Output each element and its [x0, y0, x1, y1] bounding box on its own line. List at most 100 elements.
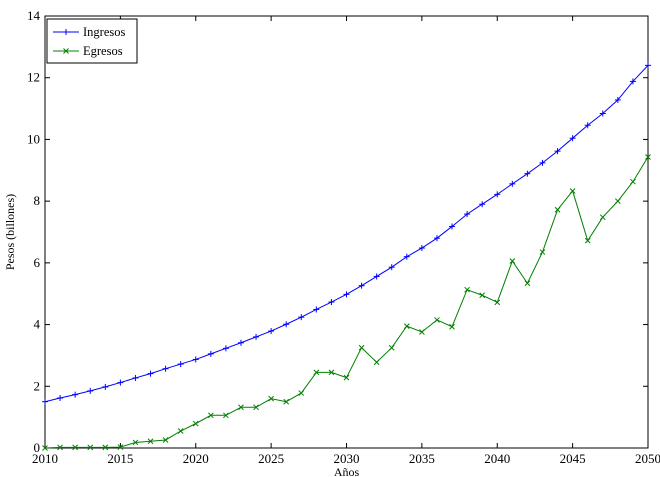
data-point: [57, 444, 63, 451]
data-point: [449, 323, 455, 330]
data-point: [373, 359, 380, 366]
data-point: [584, 122, 591, 129]
data-point: [554, 206, 561, 213]
data-point: [584, 237, 591, 244]
data-point: [343, 374, 350, 381]
data-point: [614, 96, 621, 103]
y-tick-label: 10: [27, 131, 40, 146]
data-point: [629, 78, 636, 85]
data-point: [343, 291, 350, 298]
data-point: [177, 428, 184, 434]
data-point: [87, 444, 94, 451]
data-point: [403, 253, 410, 260]
data-point: [479, 201, 486, 208]
legend-marker: [63, 48, 69, 54]
legend-label-egresos: Egresos: [83, 44, 123, 58]
data-point: [238, 404, 244, 411]
y-tick-label: 4: [34, 317, 41, 332]
data-point: [614, 198, 621, 204]
data-point: [449, 223, 456, 230]
data-point: [298, 314, 305, 321]
data-point: [207, 412, 214, 419]
x-tick-label: 2015: [107, 451, 133, 466]
data-point: [223, 412, 229, 419]
data-point: [192, 356, 199, 363]
y-tick-label: 14: [27, 8, 41, 23]
x-tick-label: 2045: [560, 451, 586, 466]
data-point: [524, 280, 531, 287]
data-point: [599, 110, 606, 117]
data-point: [418, 245, 425, 252]
x-tick-label: 2020: [183, 451, 209, 466]
data-point: [57, 395, 64, 402]
y-tick-label: 6: [34, 255, 41, 270]
data-point: [313, 369, 320, 376]
data-point: [102, 383, 109, 390]
data-point: [268, 328, 275, 335]
y-tick-label: 8: [34, 193, 41, 208]
data-point: [509, 180, 516, 187]
x-tick-label: 2040: [484, 451, 510, 466]
y-axis-label: Pesos (billones): [3, 194, 17, 270]
data-point: [554, 148, 561, 155]
data-point: [388, 264, 395, 271]
data-point: [147, 438, 154, 445]
data-point: [162, 365, 169, 372]
plot-frame: [44, 15, 649, 449]
data-point: [72, 391, 79, 398]
data-point: [645, 154, 651, 160]
y-tick-label: 0: [34, 440, 41, 455]
data-point: [373, 273, 380, 280]
data-point: [132, 374, 139, 381]
data-point: [630, 178, 636, 185]
data-point: [358, 344, 365, 351]
data-point: [298, 390, 305, 396]
data-point: [328, 299, 335, 306]
x-tick-label: 2035: [409, 451, 435, 466]
data-point: [464, 286, 470, 293]
data-point: [494, 191, 501, 198]
data-point: [42, 445, 48, 451]
x-tick-label: 2025: [258, 451, 284, 466]
data-point: [479, 292, 486, 299]
data-point: [87, 387, 94, 394]
series-egresos: [42, 154, 651, 451]
data-point: [569, 135, 576, 142]
data-point: [222, 345, 229, 352]
data-point: [569, 188, 576, 194]
data-point: [283, 321, 290, 328]
data-point: [132, 439, 139, 446]
data-point: [358, 282, 365, 289]
data-point: [645, 62, 651, 69]
series-ingresos: [42, 62, 651, 405]
data-point: [192, 420, 199, 427]
data-point: [313, 306, 320, 313]
data-point: [117, 444, 124, 450]
data-point: [42, 398, 48, 405]
data-point: [599, 214, 606, 221]
y-tick-label: 12: [27, 70, 40, 85]
data-point: [539, 249, 546, 255]
legend: Ingresos Egresos: [46, 18, 138, 64]
data-point: [147, 370, 154, 377]
x-tick-label: 2030: [334, 451, 360, 466]
x-tick-label: 2050: [635, 451, 660, 466]
data-point: [524, 170, 531, 177]
data-point: [433, 235, 440, 242]
data-point: [237, 339, 244, 346]
data-point: [253, 333, 260, 340]
data-point: [403, 323, 410, 329]
data-point: [283, 398, 290, 405]
data-point: [102, 444, 109, 451]
data-point: [177, 361, 184, 368]
data-point: [434, 317, 440, 323]
data-point: [539, 159, 546, 166]
data-point: [328, 369, 335, 376]
data-point: [464, 211, 471, 218]
legend-label-ingresos: Ingresos: [83, 25, 125, 39]
data-point: [72, 444, 79, 451]
data-point: [494, 299, 501, 306]
y-tick-label: 2: [34, 378, 41, 393]
data-point: [117, 379, 124, 386]
